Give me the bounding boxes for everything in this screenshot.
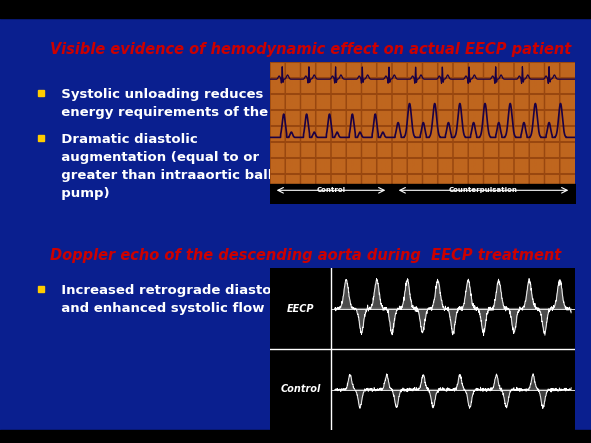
- Bar: [38, 286, 44, 292]
- Text: Doppler echo of the descending aorta during  EECP treatment: Doppler echo of the descending aorta dur…: [50, 248, 561, 263]
- Text: Control: Control: [316, 187, 346, 193]
- Text: Control: Control: [280, 385, 321, 395]
- Text: Counterpulsation: Counterpulsation: [449, 187, 518, 193]
- Text: Systolic unloading reduces
  energy requirements of the heart: Systolic unloading reduces energy requir…: [52, 88, 313, 119]
- Bar: [38, 135, 44, 141]
- Text: Dramatic diastolic
  augmentation (equal to or
  greater than intraaortic balloo: Dramatic diastolic augmentation (equal t…: [52, 133, 300, 200]
- Text: Increased retrograde diastolic
  and enhanced systolic flow: Increased retrograde diastolic and enhan…: [52, 284, 288, 315]
- Text: Visible evidence of hemodynamic effect on actual EECP patient: Visible evidence of hemodynamic effect o…: [50, 42, 571, 57]
- Bar: [38, 90, 44, 96]
- Text: EECP: EECP: [287, 303, 314, 314]
